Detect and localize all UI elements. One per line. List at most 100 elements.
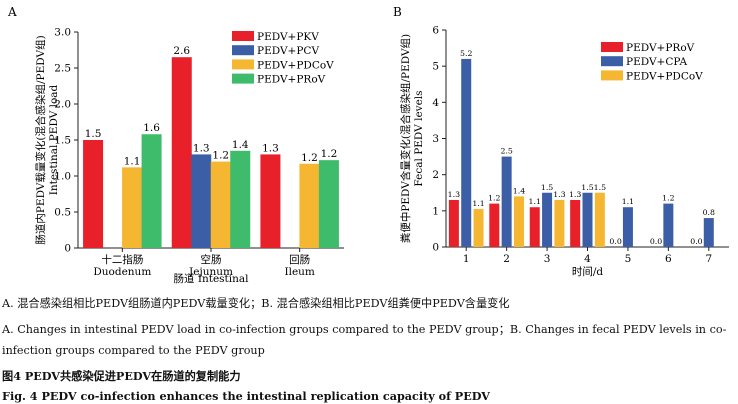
bar-b-PEDV+PRoV-2: [489, 203, 500, 247]
figure-title-cn: 图4 PEDV共感染促进PEDV在肠道的复制能力: [2, 369, 241, 383]
legend-label-b: PEDV+PDCoV: [626, 70, 703, 82]
legend-swatch-a: [232, 59, 254, 70]
data-label-a: 1.6: [143, 122, 160, 134]
bar-a-PEDV+PKV-回肠: [260, 154, 281, 248]
data-label-a: 1.5: [85, 128, 102, 140]
y-tick-label-b: 0: [432, 242, 439, 254]
data-label-b: 1.3: [553, 190, 565, 199]
y-axis-title-cn-b: 粪便中PEDV含量变化(混合感染组/PEDV组): [399, 34, 412, 243]
y-tick-label-b: 2: [432, 169, 439, 181]
y-tick-label-b: 3: [432, 133, 439, 145]
bar-b-PEDV+PDCoV-2: [513, 196, 524, 247]
y-tick-label-a: 2.0: [54, 99, 71, 111]
data-label-b: 1.5: [594, 183, 606, 192]
data-label-b: 1.5: [581, 183, 593, 192]
bar-b-PEDV+PRoV-4: [570, 199, 581, 247]
x-tick-label-en-a: Jejunum: [188, 266, 233, 278]
bar-a-PEDV+PDCoV-回肠: [299, 163, 320, 248]
legend-swatch-a: [232, 45, 254, 56]
data-label-a: 1.2: [321, 148, 338, 160]
bar-b-PEDV+CPA-2: [501, 156, 512, 247]
x-tick-label-b: 3: [544, 253, 551, 265]
data-label-b: 1.4: [513, 186, 525, 195]
data-label-b: 1.1: [472, 199, 484, 208]
data-label-b: 1.5: [541, 183, 553, 192]
data-label-a: 2.6: [173, 45, 190, 57]
bar-b-PEDV+CPA-1: [461, 58, 472, 247]
bar-a-PEDV+PDCoV-空肠: [210, 161, 231, 248]
legend-label-b: PEDV+PRoV: [626, 42, 695, 54]
legend-label-b: PEDV+CPA: [626, 56, 687, 68]
x-tick-label-b: 1: [463, 253, 470, 265]
legend-swatch-b: [601, 42, 623, 52]
x-tick-label-cn-a: 回肠: [289, 254, 310, 266]
figure-title-en: Fig. 4 PEDV co-infection enhances the in…: [2, 389, 490, 403]
panel-label-a: A: [7, 5, 17, 19]
data-label-b: 1.3: [569, 190, 581, 199]
legend-swatch-b: [601, 70, 623, 81]
bar-b-PEDV+CPA-7: [703, 218, 714, 247]
legend-label-a: PEDV+PRoV: [257, 74, 326, 86]
data-label-b: 1.1: [529, 197, 541, 206]
caption-panels-cn: A. 混合感染组相比PEDV组肠道内PEDV载量变化；B. 混合感染组相比PED…: [2, 297, 510, 310]
legend-swatch-a: [232, 31, 254, 41]
data-label-a: 1.2: [212, 150, 229, 162]
y-tick-label-a: 2.5: [54, 63, 71, 75]
y-tick-label-a: 0.5: [54, 207, 71, 219]
bar-b-PEDV+CPA-4: [582, 192, 593, 247]
x-tick-label-en-a: Ileum: [284, 266, 314, 278]
caption-panels-en-line1: A. Changes in intestinal PEDV load in co…: [2, 323, 727, 336]
x-tick-label-cn-a: 空肠: [201, 253, 222, 266]
data-label-b: 1.2: [662, 194, 674, 203]
legend-label-a: PEDV+PCV: [257, 45, 319, 57]
data-label-a: 1.3: [193, 142, 210, 154]
bar-a-PEDV+PRoV-空肠: [230, 150, 251, 248]
bar-b-PEDV+PRoV-3: [529, 207, 540, 247]
data-label-b: 0.0: [609, 237, 621, 246]
x-tick-label-b: 5: [625, 253, 632, 265]
caption-panels-en-line2: infection groups compared to the PEDV gr…: [2, 344, 265, 357]
data-label-a: 1.4: [232, 139, 249, 151]
y-tick-label-b: 6: [432, 25, 439, 37]
data-label-a: 1.1: [124, 155, 141, 167]
data-label-b: 1.1: [622, 197, 634, 206]
x-axis-title-b: 时间/d: [572, 265, 604, 278]
data-label-b: 2.5: [500, 147, 512, 156]
data-label-a: 1.2: [301, 152, 318, 164]
bar-b-PEDV+PDCoV-3: [554, 199, 565, 247]
data-label-b: 0.0: [650, 237, 662, 246]
data-label-b: 0.0: [690, 237, 702, 246]
legend-label-a: PEDV+PKV: [257, 31, 319, 43]
bar-b-PEDV+PDCoV-1: [473, 209, 484, 247]
data-label-a: 1.3: [262, 142, 279, 154]
y-tick-label-a: 3.0: [54, 27, 71, 39]
legend-swatch-a: [232, 73, 254, 84]
panel-label-b: B: [393, 5, 402, 19]
y-tick-label-a: 0: [64, 243, 71, 255]
x-tick-label-cn-a: 十二指肠: [101, 253, 143, 266]
x-tick-label-b: 2: [503, 253, 510, 265]
bar-b-PEDV+PDCoV-4: [594, 192, 605, 247]
data-label-b: 1.2: [488, 194, 500, 203]
bar-b-PEDV+CPA-5: [622, 207, 633, 247]
bar-b-PEDV+PRoV-1: [448, 199, 459, 247]
bar-a-PEDV+PKV-空肠: [171, 57, 192, 249]
x-tick-label-b: 4: [584, 253, 591, 265]
x-tick-label-b: 7: [705, 253, 712, 265]
data-label-b: 1.3: [448, 190, 460, 199]
data-label-b: 5.2: [460, 49, 472, 58]
y-tick-label-a: 1.5: [54, 135, 71, 147]
bar-a-PEDV+PKV-十二指肠: [83, 140, 104, 248]
legend-label-a: PEDV+PDCoV: [257, 59, 334, 71]
x-axis-title-a: 肠道 Intestinal: [173, 272, 249, 285]
y-tick-label-b: 4: [432, 97, 439, 109]
bar-a-PEDV+PCV-空肠: [191, 154, 212, 248]
y-axis-title-cn-a: 肠道内PEDV载量变化(混合感染组/PEDV组): [34, 35, 47, 244]
bar-a-PEDV+PRoV-回肠: [318, 160, 339, 248]
y-tick-label-a: 1.0: [54, 171, 71, 183]
y-tick-label-b: 1: [432, 205, 439, 217]
x-tick-label-b: 6: [665, 253, 672, 265]
bar-a-PEDV+PDCoV-十二指肠: [122, 167, 143, 248]
y-axis-title-en-a: Intestinal PEDV load: [48, 84, 60, 195]
figure-charts: A 0 0.5 1.0 1.5 2.0 2.5 3.0 肠道内PEDV载量变化(混合感染组/PE…: [7, 5, 729, 285]
